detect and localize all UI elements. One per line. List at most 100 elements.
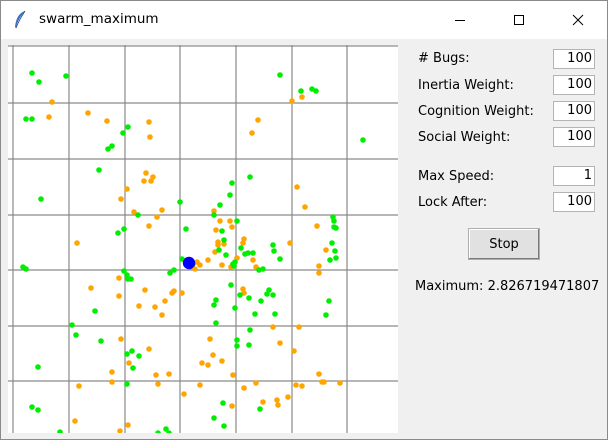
social-weight-field[interactable]: 100 xyxy=(553,127,595,147)
bug-green xyxy=(105,146,111,152)
swarm-canvas[interactable] xyxy=(8,45,398,433)
bug-green xyxy=(247,174,253,180)
bug-orange xyxy=(124,186,130,192)
minimize-button[interactable] xyxy=(431,1,489,39)
bug-orange xyxy=(314,223,320,229)
bug-orange xyxy=(227,218,233,224)
bug-orange xyxy=(221,241,227,247)
bug-green xyxy=(234,218,240,224)
bug-orange xyxy=(291,348,297,354)
bug-green xyxy=(96,167,102,173)
bug-orange xyxy=(219,358,225,364)
bug-green xyxy=(211,302,217,308)
bug-green xyxy=(247,327,253,333)
bug-orange xyxy=(125,422,131,428)
bug-orange xyxy=(118,336,124,342)
bug-green xyxy=(183,226,189,232)
bug-orange xyxy=(215,242,221,248)
bug-orange xyxy=(316,371,322,377)
bug-orange xyxy=(299,383,305,389)
bug-orange xyxy=(219,262,225,268)
bug-orange xyxy=(147,134,153,140)
bug-orange xyxy=(316,263,322,269)
bug-orange xyxy=(72,418,78,424)
bug-green xyxy=(333,255,339,261)
maximize-button[interactable] xyxy=(490,1,548,39)
bug-green xyxy=(258,298,264,304)
bug-orange xyxy=(181,391,187,397)
bug-orange xyxy=(289,98,295,104)
bug-orange xyxy=(316,270,322,276)
bug-orange xyxy=(148,178,154,184)
bug-orange xyxy=(159,312,165,318)
inertia-weight-field[interactable]: 100 xyxy=(553,75,595,95)
bug-orange xyxy=(117,428,123,433)
bug-orange xyxy=(159,207,165,213)
bug-orange xyxy=(46,114,52,120)
bug-green xyxy=(130,365,136,371)
bug-orange xyxy=(131,209,137,215)
bug-orange xyxy=(146,119,152,125)
bug-orange xyxy=(210,352,216,358)
bug-orange xyxy=(249,130,255,136)
max-speed-field[interactable]: 1 xyxy=(553,166,595,186)
bug-green xyxy=(237,292,243,298)
bug-orange xyxy=(294,184,300,190)
bug-green xyxy=(234,337,240,343)
bug-green xyxy=(109,143,115,149)
bug-orange xyxy=(116,293,122,299)
label-social-weight: Social Weight: xyxy=(418,130,511,145)
bug-orange xyxy=(171,288,177,294)
bug-green xyxy=(63,73,69,79)
bug-green xyxy=(219,228,225,234)
bug-orange xyxy=(205,362,211,368)
bug-green xyxy=(360,137,366,143)
bug-green xyxy=(29,70,35,76)
bug-green xyxy=(271,248,277,254)
bug-orange xyxy=(162,298,168,304)
bug-green xyxy=(129,348,135,354)
bug-green xyxy=(252,311,258,317)
bug-orange xyxy=(207,336,213,342)
bug-green xyxy=(232,305,238,311)
bug-green xyxy=(121,268,127,274)
bug-orange xyxy=(85,110,91,116)
bug-green xyxy=(167,270,173,276)
bug-green xyxy=(257,406,263,412)
bug-green xyxy=(125,124,131,130)
bug-orange xyxy=(253,380,259,386)
bug-green xyxy=(331,224,337,230)
label-bugs: # Bugs: xyxy=(418,51,470,66)
bug-green xyxy=(220,400,226,406)
bug-orange xyxy=(321,379,327,385)
bug-green xyxy=(163,426,169,432)
bug-orange xyxy=(205,257,211,263)
bug-green xyxy=(115,230,121,236)
title-bar[interactable]: swarm_maximum xyxy=(1,1,607,39)
maximize-icon xyxy=(514,15,524,25)
bug-green xyxy=(238,245,244,251)
bug-green xyxy=(166,430,172,433)
bug-green xyxy=(277,256,283,262)
bug-orange xyxy=(275,402,281,408)
lock-after-field[interactable]: 100 xyxy=(553,192,595,212)
bug-green xyxy=(120,130,126,136)
bug-green xyxy=(213,320,219,326)
stop-button[interactable]: Stop xyxy=(468,228,540,260)
bug-orange xyxy=(153,372,159,378)
bug-green xyxy=(124,381,130,387)
bug-green xyxy=(35,407,41,413)
close-icon xyxy=(572,14,584,26)
bug-green xyxy=(272,311,278,317)
bug-orange xyxy=(255,117,261,123)
close-button[interactable] xyxy=(549,1,607,39)
bug-green xyxy=(124,351,130,357)
cognition-weight-field[interactable]: 100 xyxy=(553,101,595,121)
bug-orange xyxy=(302,204,308,210)
bug-orange xyxy=(88,285,94,291)
bugs-field[interactable]: 100 xyxy=(553,49,595,69)
bug-green xyxy=(245,250,251,256)
bug-orange xyxy=(230,372,236,378)
feather-icon xyxy=(13,10,27,30)
bug-orange xyxy=(104,118,110,124)
